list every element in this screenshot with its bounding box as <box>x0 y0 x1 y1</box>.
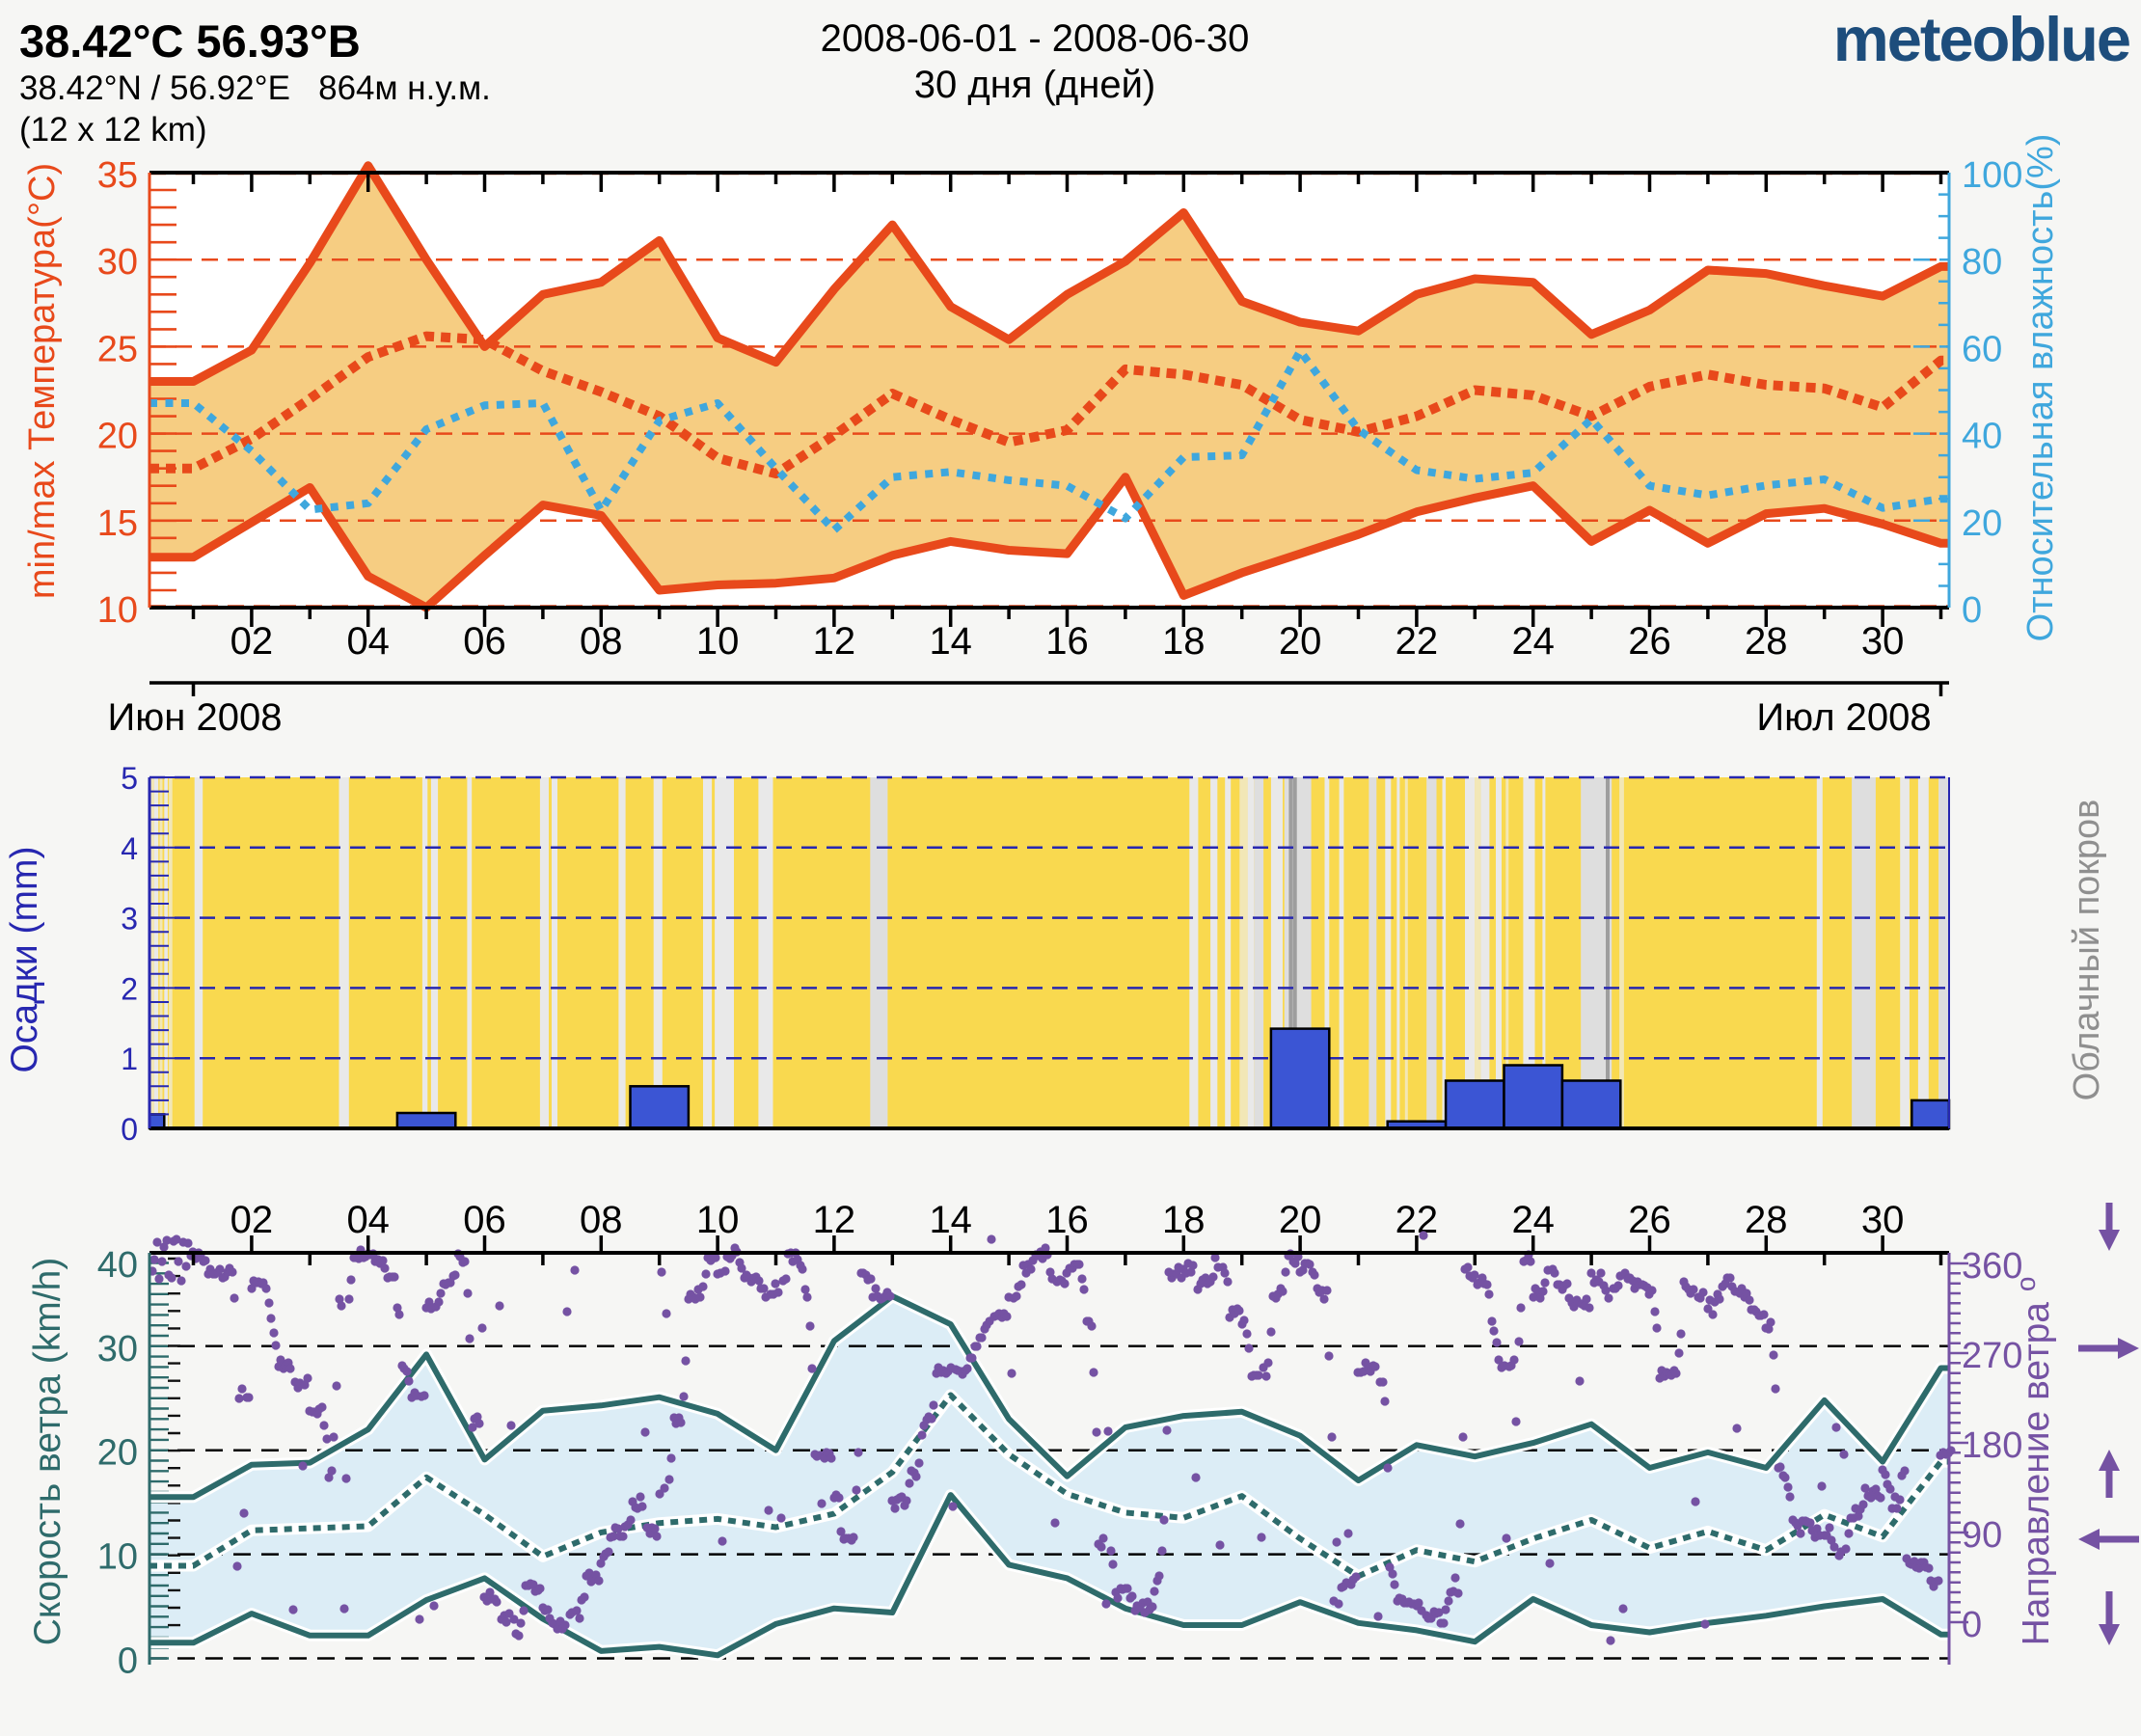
svg-text:30 дня (дней): 30 дня (дней) <box>914 64 1155 106</box>
svg-text:04: 04 <box>346 1199 390 1241</box>
svg-text:meteoblue: meteoblue <box>1833 4 2129 74</box>
svg-text:2: 2 <box>121 971 138 1006</box>
svg-text:0: 0 <box>118 1641 138 1682</box>
svg-text:min/max Температура(°C): min/max Температура(°C) <box>22 163 63 599</box>
svg-text:35: 35 <box>97 155 138 196</box>
svg-text:10: 10 <box>97 590 138 631</box>
svg-text:0: 0 <box>121 1112 138 1147</box>
svg-text:80: 80 <box>1962 242 2002 283</box>
svg-text:28: 28 <box>1745 1199 1788 1241</box>
svg-text:24: 24 <box>1511 1199 1555 1241</box>
svg-text:25: 25 <box>97 329 138 369</box>
svg-text:18: 18 <box>1162 1199 1206 1241</box>
svg-text:22: 22 <box>1396 620 1439 663</box>
svg-text:Июл 2008: Июл 2008 <box>1756 696 1931 739</box>
svg-text:02: 02 <box>230 1199 274 1241</box>
svg-text:180: 180 <box>1962 1425 2022 1466</box>
svg-text:270: 270 <box>1962 1336 2022 1376</box>
svg-text:06: 06 <box>463 620 506 663</box>
svg-text:3: 3 <box>121 902 138 936</box>
svg-text:10: 10 <box>696 1199 740 1241</box>
svg-text:16: 16 <box>1045 1199 1089 1241</box>
svg-text:18: 18 <box>1162 620 1206 663</box>
svg-text:Облачный покров: Облачный покров <box>2067 800 2107 1101</box>
svg-text:10: 10 <box>97 1537 138 1578</box>
svg-text:20: 20 <box>1279 620 1322 663</box>
svg-text:12: 12 <box>813 1199 856 1241</box>
svg-text:06: 06 <box>463 1199 506 1241</box>
svg-text:38.42°С 56.93°В: 38.42°С 56.93°В <box>19 15 361 67</box>
svg-text:22: 22 <box>1396 1199 1439 1241</box>
svg-text:40: 40 <box>97 1245 138 1286</box>
svg-text:Июн 2008: Июн 2008 <box>108 696 283 739</box>
svg-text:14: 14 <box>929 620 972 663</box>
svg-text:360: 360 <box>1962 1246 2022 1287</box>
svg-text:(12 x 12 km): (12 x 12 km) <box>19 111 207 149</box>
svg-text:Осадки (mm): Осадки (mm) <box>4 847 45 1073</box>
svg-text:100: 100 <box>1962 155 2022 196</box>
svg-text:0: 0 <box>1962 590 1982 631</box>
svg-text:40: 40 <box>1962 417 2002 457</box>
svg-text:2008-06-01 - 2008-06-30: 2008-06-01 - 2008-06-30 <box>821 17 1250 60</box>
svg-text:15: 15 <box>97 503 138 544</box>
svg-text:20: 20 <box>97 1433 138 1474</box>
svg-text:08: 08 <box>580 1199 623 1241</box>
svg-text:0: 0 <box>1962 1605 1982 1645</box>
svg-text:4: 4 <box>121 831 138 866</box>
svg-text:Относительная влажность(%): Относительная влажность(%) <box>2020 134 2061 642</box>
svg-text:20: 20 <box>1962 503 2002 544</box>
svg-text:04: 04 <box>346 620 390 663</box>
svg-text:60: 60 <box>1962 329 2002 369</box>
svg-text:24: 24 <box>1511 620 1555 663</box>
svg-text:08: 08 <box>580 620 623 663</box>
svg-text:26: 26 <box>1628 620 1671 663</box>
svg-text:90: 90 <box>1962 1515 2002 1556</box>
svg-text:30: 30 <box>1861 1199 1905 1241</box>
svg-text:1: 1 <box>121 1042 138 1076</box>
svg-text:10: 10 <box>696 620 740 663</box>
svg-text:12: 12 <box>813 620 856 663</box>
svg-text:20: 20 <box>97 417 138 457</box>
svg-text:38.42°N / 56.92°E 864м н.у.м: 38.42°N / 56.92°E 864м н.у.м. <box>19 69 491 107</box>
svg-text:30: 30 <box>1861 620 1905 663</box>
svg-text:26: 26 <box>1628 1199 1671 1241</box>
svg-text:02: 02 <box>230 620 274 663</box>
svg-text:Скорость ветра (km/h): Скорость ветра (km/h) <box>27 1258 68 1646</box>
svg-text:5: 5 <box>121 761 138 796</box>
svg-text:16: 16 <box>1045 620 1089 663</box>
svg-text:28: 28 <box>1745 620 1788 663</box>
svg-text:Направление ветра o: Направление ветра o <box>2011 1277 2057 1646</box>
svg-text:20: 20 <box>1279 1199 1322 1241</box>
svg-text:14: 14 <box>929 1199 972 1241</box>
svg-text:30: 30 <box>97 242 138 283</box>
svg-text:30: 30 <box>97 1329 138 1370</box>
